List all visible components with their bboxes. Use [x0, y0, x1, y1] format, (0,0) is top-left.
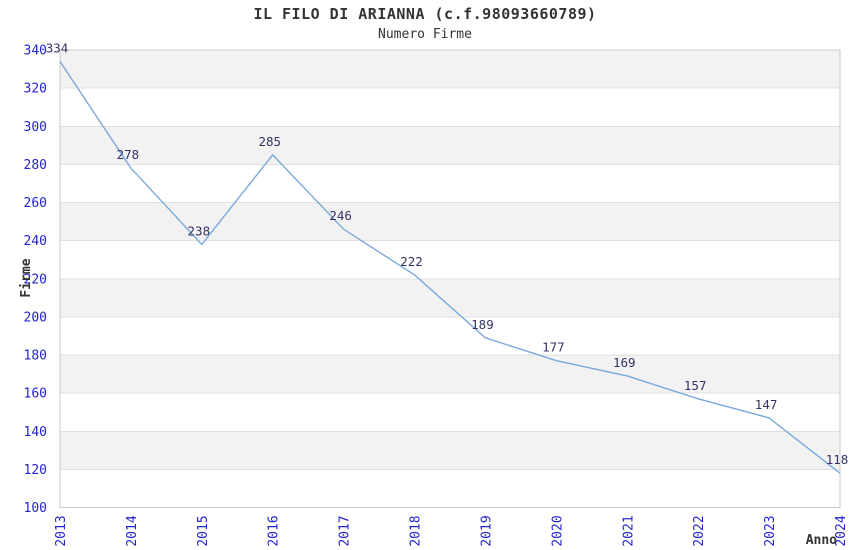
data-label: 147	[755, 397, 778, 412]
y-axis-title: Firme	[19, 258, 34, 297]
y-tick-label: 240	[24, 234, 47, 249]
x-tick-label: 2014	[125, 515, 140, 546]
x-tick-label: 2013	[54, 515, 69, 546]
data-label: 285	[258, 134, 281, 149]
y-tick-label: 100	[24, 501, 47, 516]
plot-band	[60, 202, 840, 241]
plot-band	[60, 278, 840, 317]
x-axis-title: Anno	[806, 533, 837, 548]
y-tick-label: 140	[24, 425, 47, 440]
y-tick-label: 300	[24, 120, 47, 135]
data-label: 334	[46, 40, 69, 55]
data-label: 238	[188, 223, 211, 238]
plot-band	[60, 355, 840, 394]
chart-subtitle: Numero Firme	[378, 27, 472, 42]
chart-title: IL FILO DI ARIANNA (c.f.98093660789)	[253, 5, 597, 23]
y-tick-label: 260	[24, 196, 47, 211]
x-tick-label: 2018	[409, 515, 424, 546]
plot-band	[60, 50, 840, 89]
data-label: 169	[613, 355, 636, 370]
data-label: 222	[400, 254, 423, 269]
plot-border	[59, 49, 841, 508]
x-tick-label: 2017	[338, 515, 353, 546]
x-tick-label: 2019	[479, 515, 494, 546]
y-tick-label: 220	[24, 272, 47, 287]
x-tick-label: 2016	[267, 515, 282, 546]
plot-band	[60, 126, 840, 165]
y-tick-label: 160	[24, 387, 47, 402]
data-label: 278	[117, 147, 140, 162]
data-label: 246	[329, 208, 352, 223]
data-label: 118	[826, 452, 849, 467]
x-tick-label: 2024	[834, 515, 849, 546]
y-tick-label: 320	[24, 82, 47, 97]
y-tick-label: 120	[24, 463, 47, 478]
y-tick-label: 180	[24, 349, 47, 364]
x-tick-label: 2023	[763, 515, 778, 546]
data-label: 189	[471, 317, 494, 332]
y-tick-label: 340	[24, 44, 47, 59]
data-label: 157	[684, 378, 707, 393]
x-tick-label: 2020	[550, 515, 565, 546]
data-label: 177	[542, 340, 565, 355]
plot-band	[60, 431, 840, 470]
data-line	[59, 61, 841, 474]
y-tick-label: 200	[24, 310, 47, 325]
x-tick-label: 2015	[196, 515, 211, 546]
x-tick-label: 2022	[692, 515, 707, 546]
x-tick-label: 2021	[621, 515, 636, 546]
y-tick-label: 280	[24, 158, 47, 173]
